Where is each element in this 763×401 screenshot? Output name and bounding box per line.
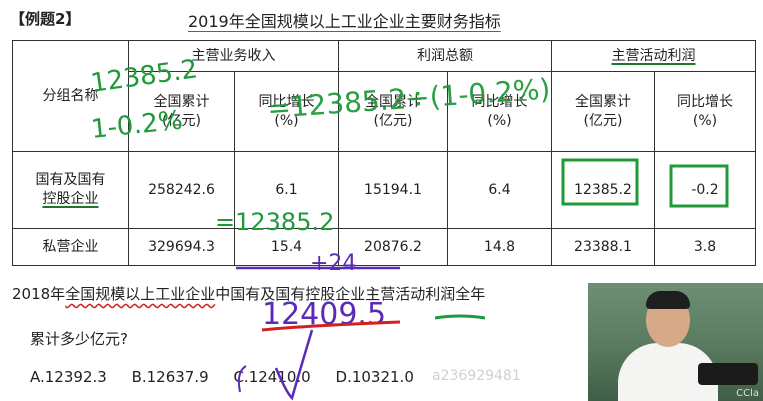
table-row: 私营企业 329694.3 15.4 20876.2 14.8 23388.1 … (12, 228, 756, 266)
group-label: 主营活动利润 (611, 47, 696, 64)
page-title: 2019年全国规模以上工业企业主要财务指标 (188, 12, 501, 31)
table-subheader-row: 全国累计 (亿元) 同比增长 (%) 全国累计 (亿元) 同比增长 (%) 全国累计 (亿… (13, 71, 756, 152)
ink-underline (434, 314, 486, 320)
row-header-label: 分组名称 (42, 87, 99, 104)
group-header-operating-profit: 主营活动利润 (551, 39, 756, 73)
subheader-growth: 同比增长 (%) (654, 71, 756, 152)
table-cell: -0.2 (654, 151, 756, 229)
table-cell: 6.1 (234, 151, 339, 229)
table-cell: 258242.6 (128, 151, 235, 229)
table-cell: 23388.1 (551, 228, 655, 266)
table-cell: 14.8 (447, 228, 552, 266)
table-cell: 15194.1 (338, 151, 448, 229)
group-label: 主营业务收入 (191, 47, 276, 64)
table-cell: 3.8 (654, 228, 756, 266)
row-name-cell: 国有及国有 控股企业 (12, 151, 129, 229)
option-b[interactable]: B.12637.9 (131, 368, 209, 386)
microphone (698, 363, 758, 385)
lecturer-video: CCla (588, 283, 763, 401)
table-header-row: 分组名称 主营业务收入 利润总额 主营活动利润 (12, 39, 756, 152)
table-cell: 6.4 (447, 151, 552, 229)
table-cell: 12385.2 (551, 151, 655, 229)
ink-underline (261, 320, 401, 332)
group-header-profit: 利润总额 (338, 39, 552, 73)
watermark: a236929481 (432, 368, 521, 384)
lecturer-hair (646, 291, 690, 309)
answer-options: A.12392.3 B.12637.9 C.12410.0 D.10321.0 (30, 368, 434, 386)
video-label: CCla (736, 388, 759, 399)
subheader-cumulative: 全国累计 (亿元) (338, 71, 448, 152)
question-line-2: 累计多少亿元? (30, 330, 128, 348)
financial-table: 分组名称 主营业务收入 利润总额 主营活动利润 全国累计 (亿元) 同比增长 (%)… (12, 39, 756, 266)
subheader-growth: 同比增长 (%) (447, 71, 552, 152)
table-cell: 329694.3 (128, 228, 235, 266)
option-d[interactable]: D.10321.0 (335, 368, 414, 386)
group-label: 利润总额 (417, 47, 473, 64)
subheader-growth: 同比增长 (%) (234, 71, 339, 152)
example-tag: 【例题2】 (10, 10, 81, 28)
table-row: 国有及国有 控股企业 258242.6 6.1 15194.1 6.4 1238… (12, 151, 756, 229)
group-header-revenue: 主营业务收入 (128, 39, 339, 73)
option-c[interactable]: C.12410.0 (233, 368, 311, 386)
row-name-cell: 私营企业 (12, 228, 129, 266)
subheader-cumulative: 全国累计 (亿元) (128, 71, 235, 152)
subheader-cumulative: 全国累计 (亿元) (551, 71, 655, 152)
row-header-cell: 分组名称 (12, 40, 129, 152)
option-a[interactable]: A.12392.3 (30, 368, 107, 386)
table-cell: 20876.2 (338, 228, 448, 266)
ink-checkmark (274, 329, 314, 401)
question-line-1: 2018年全国规模以上工业企业中国有及国有控股企业主营活动利润全年 (12, 285, 486, 303)
table-cell: 15.4 (234, 228, 339, 266)
